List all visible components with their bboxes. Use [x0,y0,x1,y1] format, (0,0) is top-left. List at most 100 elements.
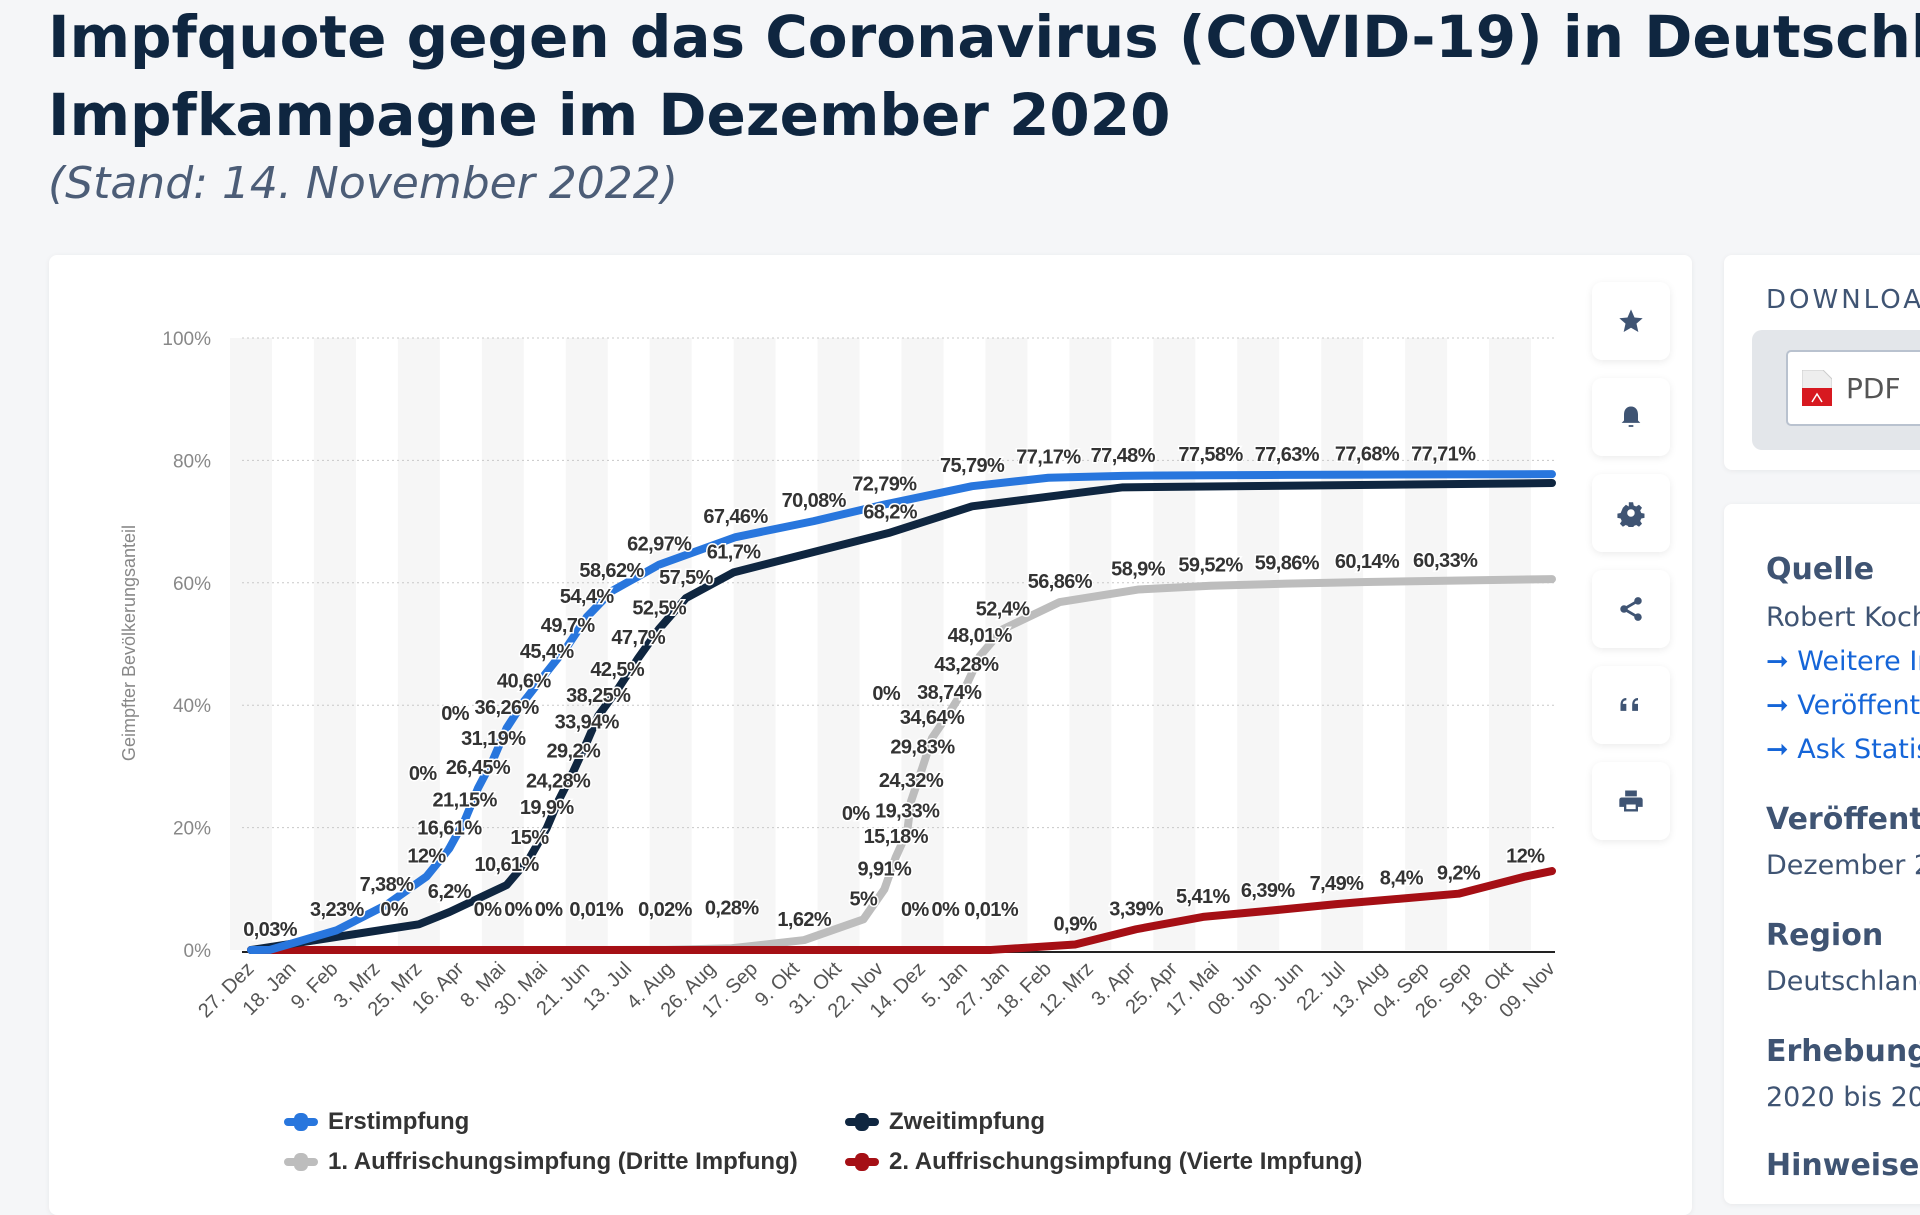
grid-band [649,338,692,950]
arrow-right-icon: ➞ [1766,734,1798,765]
share-icon [1620,597,1642,621]
notes-heading: Hinweise und Anmerkungen [1766,1148,1920,1183]
legend-item-erstimpfung[interactable]: Erstimpfung [284,1108,469,1136]
grid-band [733,338,776,950]
data-label: 48,01% [948,625,1013,647]
data-label: 7,49% [1310,873,1365,895]
title-line-2: Impfkampagne im Dezember 2020 [48,81,1171,149]
grid-band [397,338,440,950]
legend-item-vierte-impfung[interactable]: 2. Auffrischungsimpfung (Vierte Impfung) [845,1148,1362,1176]
favorite-button[interactable] [1592,282,1670,360]
link-more-info[interactable]: ➞ Weitere Informationen [1766,646,1920,677]
data-label: 21,15% [433,790,498,812]
data-label: 72,79% [852,474,917,496]
data-label: 77,58% [1178,444,1243,466]
source-heading: Quelle [1766,552,1875,587]
survey-value: 2020 bis 2022 [1766,1082,1920,1113]
data-label: 38,74% [917,682,982,704]
data-label: 0% [380,899,409,921]
legend-label: Erstimpfung [328,1108,470,1135]
data-label: 0% [842,803,871,825]
data-label: 1,62% [777,909,832,931]
y-tick-label: 40% [173,696,211,717]
pdf-download-button[interactable]: PDF [1786,350,1920,426]
grid-band [901,338,944,950]
line-chart: 0% 20% 40% 60% 80% 100% Geimpfter Bevölkerungs… [119,329,1560,1022]
data-label: 0,01% [569,899,624,921]
chart-card: 0% 20% 40% 60% 80% 100% Geimpfter Bevölkerungs… [49,255,1692,1215]
settings-button[interactable] [1592,474,1670,552]
series-line-0 [247,470,1556,954]
legend-item-dritte-impfung[interactable]: 1. Auffrischungsimpfung (Dritte Impfung) [284,1148,798,1176]
data-label: 0% [901,899,930,921]
cite-button[interactable] [1592,666,1670,744]
data-label: 38,25% [566,685,631,707]
data-label: 77,48% [1091,445,1156,467]
share-button[interactable] [1592,570,1670,648]
arrow-right-icon: ➞ [1766,690,1798,721]
y-axis-title: Geimpfter Bevölkerungsanteil [119,525,139,761]
link-publication[interactable]: ➞ Veröffentlichung anzeigen [1766,690,1920,721]
data-label: 19,9% [520,797,575,819]
data-label: 61,7% [707,541,762,563]
page-subtitle: (Stand: 14. November 2022) [48,158,678,209]
data-label: 31,19% [461,728,526,750]
data-label: 62,97% [627,534,692,556]
data-label: 77,63% [1255,444,1320,466]
published-value: Dezember 2020 [1766,850,1920,881]
link-ask-statista[interactable]: ➞ Ask Statista Research Service [1766,734,1920,765]
legend-item-zweitimpfung[interactable]: Zweitimpfung [845,1108,1045,1136]
data-label: 0,02% [638,899,693,921]
data-label: 49,7% [541,615,596,637]
data-label: 6,2% [428,881,472,903]
data-label: 0% [535,899,564,921]
data-label: 0% [872,683,901,705]
survey-heading: Erhebungszeitraum [1766,1034,1920,1069]
grid-band [817,338,860,950]
data-label: 29,2% [547,740,602,762]
download-heading: DOWNLOAD [1766,285,1920,315]
data-label: 42,5% [590,659,645,681]
data-label: 0% [441,703,470,725]
data-label: 70,08% [782,490,847,512]
region-value: Deutschland [1766,966,1920,997]
data-label: 29,83% [890,736,955,758]
data-label: 5% [849,888,878,910]
data-label: 0% [932,899,961,921]
data-label: 0% [409,763,438,785]
data-label: 33,94% [555,711,620,733]
notification-button[interactable] [1592,378,1670,456]
data-label: 0,28% [705,897,760,919]
y-tick-label: 100% [162,329,211,350]
download-panel: DOWNLOAD PDF [1724,255,1920,470]
data-label: 24,28% [526,770,591,792]
published-heading: Veröffentlichungsdatum [1766,802,1920,837]
grid-band [1321,338,1364,950]
legend-label: Zweitimpfung [889,1108,1045,1135]
data-label: 10,61% [475,854,540,876]
gear-icon [1617,502,1645,527]
data-label: 77,17% [1016,447,1081,469]
region-heading: Region [1766,918,1884,953]
data-label: 40,6% [497,671,552,693]
legend-swatch [845,1113,879,1131]
print-button[interactable] [1592,762,1670,840]
data-label: 5,41% [1176,886,1231,908]
data-label: 16,61% [417,817,482,839]
data-label: 57,5% [659,567,714,589]
legend-swatch [284,1113,318,1131]
grid-band [313,338,356,950]
x-tick-label: 9. Feb [287,958,343,1014]
data-label: 3,23% [310,899,365,921]
data-label: 68,2% [863,502,918,524]
link-label: Veröffentlichung anzeigen [1797,690,1920,721]
data-label: 12% [407,846,446,868]
series-line-3 [247,867,1556,954]
star-icon [1619,309,1643,332]
data-label: 15,18% [864,826,929,848]
info-panel: Quelle Robert Koch-Institut ➞ Weitere In… [1724,504,1920,1204]
grid-band [1069,338,1112,950]
data-label: 56,86% [1028,571,1093,593]
quote-icon [1620,698,1638,711]
data-label: 52,4% [976,598,1031,620]
